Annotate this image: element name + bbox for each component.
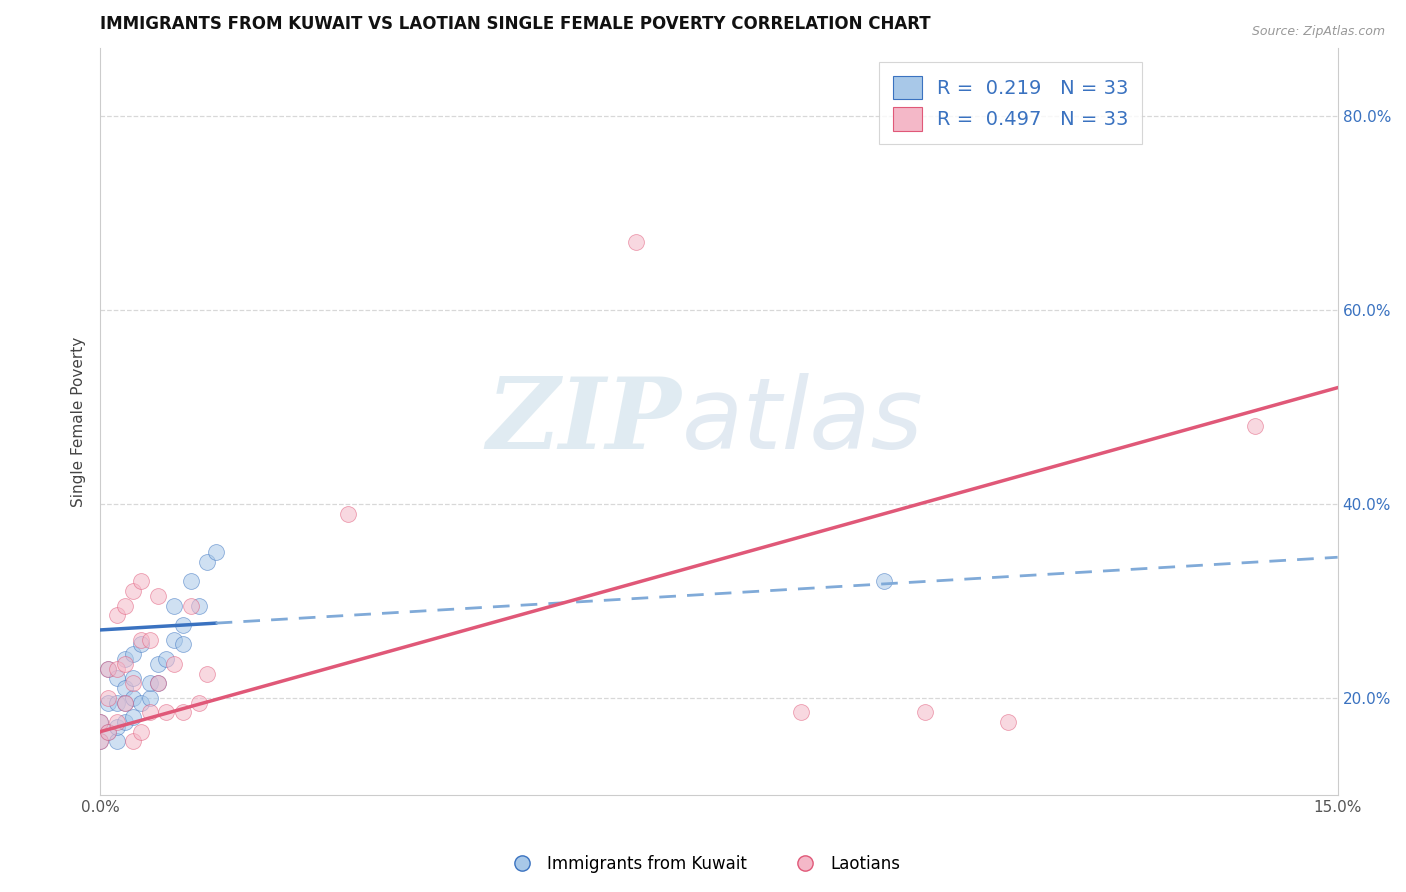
Point xyxy=(146,589,169,603)
Point xyxy=(105,696,128,710)
Point xyxy=(122,672,145,686)
Point xyxy=(155,706,177,720)
Point xyxy=(89,734,111,748)
Point xyxy=(914,706,936,720)
Point xyxy=(114,599,136,613)
Text: ZIP: ZIP xyxy=(486,374,682,470)
Point xyxy=(105,608,128,623)
Point xyxy=(1244,419,1267,434)
Text: atlas: atlas xyxy=(682,373,924,470)
Point xyxy=(626,235,648,250)
Point xyxy=(97,662,120,676)
Point xyxy=(188,599,211,613)
Point xyxy=(89,714,111,729)
Point xyxy=(146,676,169,690)
Point xyxy=(146,676,169,690)
Point xyxy=(114,657,136,671)
Point xyxy=(138,676,160,690)
Point xyxy=(155,652,177,666)
Point xyxy=(138,690,160,705)
Point xyxy=(122,690,145,705)
Point xyxy=(105,720,128,734)
Point xyxy=(180,574,202,589)
Point xyxy=(122,584,145,599)
Point xyxy=(114,714,136,729)
Point xyxy=(172,618,194,632)
Point xyxy=(97,662,120,676)
Point xyxy=(105,662,128,676)
Point xyxy=(105,714,128,729)
Point xyxy=(163,632,186,647)
Point xyxy=(105,672,128,686)
Point xyxy=(97,690,120,705)
Point xyxy=(138,706,160,720)
Point xyxy=(131,632,153,647)
Point xyxy=(163,657,186,671)
Point xyxy=(97,724,120,739)
Point xyxy=(195,555,218,569)
Point xyxy=(114,652,136,666)
Legend: R =  0.219   N = 33, R =  0.497   N = 33: R = 0.219 N = 33, R = 0.497 N = 33 xyxy=(879,62,1142,145)
Point xyxy=(122,647,145,661)
Point xyxy=(873,574,896,589)
Point xyxy=(114,696,136,710)
Point xyxy=(997,714,1019,729)
Point xyxy=(105,734,128,748)
Point xyxy=(336,507,359,521)
Legend: Immigrants from Kuwait, Laotians: Immigrants from Kuwait, Laotians xyxy=(499,848,907,880)
Point xyxy=(114,696,136,710)
Point xyxy=(188,696,211,710)
Point xyxy=(97,724,120,739)
Point xyxy=(195,666,218,681)
Point xyxy=(122,734,145,748)
Point xyxy=(146,657,169,671)
Point xyxy=(89,734,111,748)
Point xyxy=(122,710,145,724)
Text: Source: ZipAtlas.com: Source: ZipAtlas.com xyxy=(1251,25,1385,38)
Point xyxy=(204,545,226,559)
Point xyxy=(790,706,813,720)
Point xyxy=(131,574,153,589)
Point xyxy=(138,632,160,647)
Point xyxy=(97,696,120,710)
Point xyxy=(180,599,202,613)
Y-axis label: Single Female Poverty: Single Female Poverty xyxy=(72,336,86,507)
Point xyxy=(131,638,153,652)
Point xyxy=(89,714,111,729)
Point xyxy=(114,681,136,695)
Text: IMMIGRANTS FROM KUWAIT VS LAOTIAN SINGLE FEMALE POVERTY CORRELATION CHART: IMMIGRANTS FROM KUWAIT VS LAOTIAN SINGLE… xyxy=(100,15,931,33)
Point xyxy=(172,638,194,652)
Point xyxy=(122,676,145,690)
Point xyxy=(131,696,153,710)
Point xyxy=(163,599,186,613)
Point xyxy=(172,706,194,720)
Point xyxy=(131,724,153,739)
